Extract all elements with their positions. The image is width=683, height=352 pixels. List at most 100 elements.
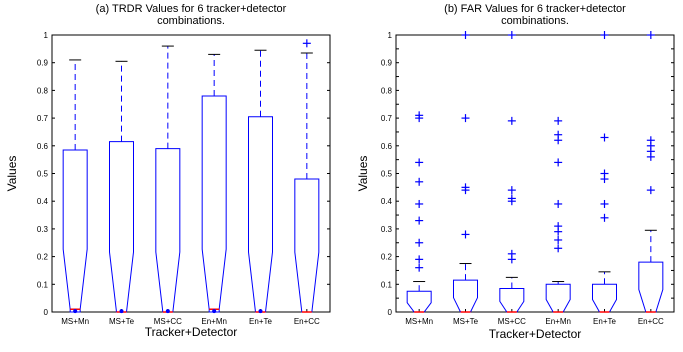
box-body xyxy=(201,95,227,313)
chart-title-line: (a) TRDR Values for 6 tracker+detector xyxy=(96,3,287,15)
y-tick-label: 0.1 xyxy=(37,280,49,289)
x-tick-label: En+CC xyxy=(294,317,320,326)
outlier-marker xyxy=(415,158,424,167)
mean-marker xyxy=(119,309,124,314)
x-tick-label: MS+CC xyxy=(154,317,182,326)
outlier-marker xyxy=(600,31,609,39)
y-axis-label: Values xyxy=(5,156,19,192)
outlier-marker xyxy=(554,116,563,125)
box-ms-cc xyxy=(155,45,181,314)
x-tick-label: En+Mn xyxy=(545,317,571,326)
mean-marker xyxy=(165,309,170,314)
y-tick-label: 0.7 xyxy=(37,114,49,123)
y-tick-label: 1 xyxy=(44,31,49,40)
box-en-cc xyxy=(294,39,320,313)
x-tick-label: En+Mn xyxy=(201,317,227,326)
outlier-marker xyxy=(554,235,563,244)
y-tick-label: 0.7 xyxy=(381,114,393,123)
plot-frame xyxy=(395,34,675,313)
box-body xyxy=(545,283,571,313)
box-ms-te xyxy=(109,60,134,314)
y-tick-label: 0.6 xyxy=(37,142,49,151)
box-body xyxy=(155,148,181,313)
outlier-marker xyxy=(646,186,655,195)
x-tick-label: MS+CC xyxy=(498,317,526,326)
outlier-marker xyxy=(554,130,563,139)
x-tick-label: En+CC xyxy=(638,317,664,326)
box-body xyxy=(406,290,432,313)
x-tick-label: MS+Mn xyxy=(61,317,89,326)
outlier-marker xyxy=(415,216,424,225)
mean-marker xyxy=(212,309,217,314)
outlier-marker xyxy=(600,169,609,178)
outlier-marker xyxy=(554,222,563,231)
y-tick-label: 0.2 xyxy=(37,253,49,262)
plot-frame xyxy=(51,34,331,313)
outlier-marker xyxy=(600,213,609,222)
outlier-marker xyxy=(415,177,424,186)
box-ms-cc xyxy=(499,31,525,313)
y-axis-label: Values xyxy=(356,156,370,192)
y-tick-label: 0.8 xyxy=(37,86,49,95)
box-ms-mn xyxy=(406,111,432,313)
box-en-te xyxy=(248,49,273,314)
outlier-marker xyxy=(554,158,563,167)
chart-title-line: (b) FAR Values for 6 tracker+detector xyxy=(444,3,626,15)
y-tick-label: 0.5 xyxy=(37,170,49,179)
x-tick-label: MS+Mn xyxy=(405,317,433,326)
y-tick-label: 0.3 xyxy=(381,225,393,234)
chart-title-line: combinations. xyxy=(501,15,569,27)
x-tick-label: MS+Te xyxy=(453,317,479,326)
chart-title-line: combinations. xyxy=(157,15,225,27)
x-axis-label: Tracker+Detector xyxy=(145,325,238,339)
box-body xyxy=(62,149,88,313)
outlier-marker xyxy=(646,31,655,39)
y-tick-label: 0.4 xyxy=(381,197,393,206)
x-tick-label: En+Te xyxy=(593,317,616,326)
chart-panel-b: (b) FAR Values for 6 tracker+detectorcom… xyxy=(356,3,675,341)
box-body xyxy=(499,287,525,313)
mean-marker xyxy=(73,309,78,314)
box-en-mn xyxy=(545,116,571,313)
box-body xyxy=(592,283,617,313)
y-tick-label: 0.9 xyxy=(381,59,393,68)
outlier-marker xyxy=(646,136,655,145)
box-body xyxy=(248,116,273,313)
outlier-marker xyxy=(415,199,424,208)
outlier-marker xyxy=(415,238,424,247)
y-tick-label: 0 xyxy=(388,308,393,317)
y-tick-label: 0.2 xyxy=(381,253,393,262)
box-body xyxy=(453,279,478,313)
outlier-marker xyxy=(302,39,311,48)
box-body xyxy=(109,141,134,313)
y-tick-label: 0.4 xyxy=(37,197,49,206)
outlier-marker xyxy=(415,263,424,272)
box-ms-mn xyxy=(62,59,88,314)
outlier-marker xyxy=(554,199,563,208)
mean-marker xyxy=(258,309,263,314)
y-tick-label: 0.5 xyxy=(381,170,393,179)
chart-panel-a: (a) TRDR Values for 6 tracker+detectorco… xyxy=(5,3,331,339)
y-tick-label: 0.6 xyxy=(381,142,393,151)
outlier-marker xyxy=(554,244,563,253)
y-tick-label: 0.8 xyxy=(381,86,393,95)
outlier-marker xyxy=(600,133,609,142)
outlier-marker xyxy=(461,183,470,192)
box-body xyxy=(638,261,664,313)
outlier-marker xyxy=(600,199,609,208)
y-tick-label: 1 xyxy=(388,31,393,40)
x-tick-label: MS+Te xyxy=(109,317,135,326)
outlier-marker xyxy=(507,186,516,195)
outlier-marker xyxy=(507,249,516,258)
box-ms-te xyxy=(453,31,478,313)
outlier-marker xyxy=(461,31,470,39)
box-en-mn xyxy=(201,53,227,314)
y-tick-label: 0.3 xyxy=(37,225,49,234)
outlier-marker xyxy=(415,111,424,120)
y-tick-label: 0.9 xyxy=(37,59,49,68)
outlier-marker xyxy=(461,114,470,123)
x-axis-label: Tracker+Detector xyxy=(489,327,582,341)
outlier-marker xyxy=(415,255,424,264)
outlier-marker xyxy=(507,116,516,125)
